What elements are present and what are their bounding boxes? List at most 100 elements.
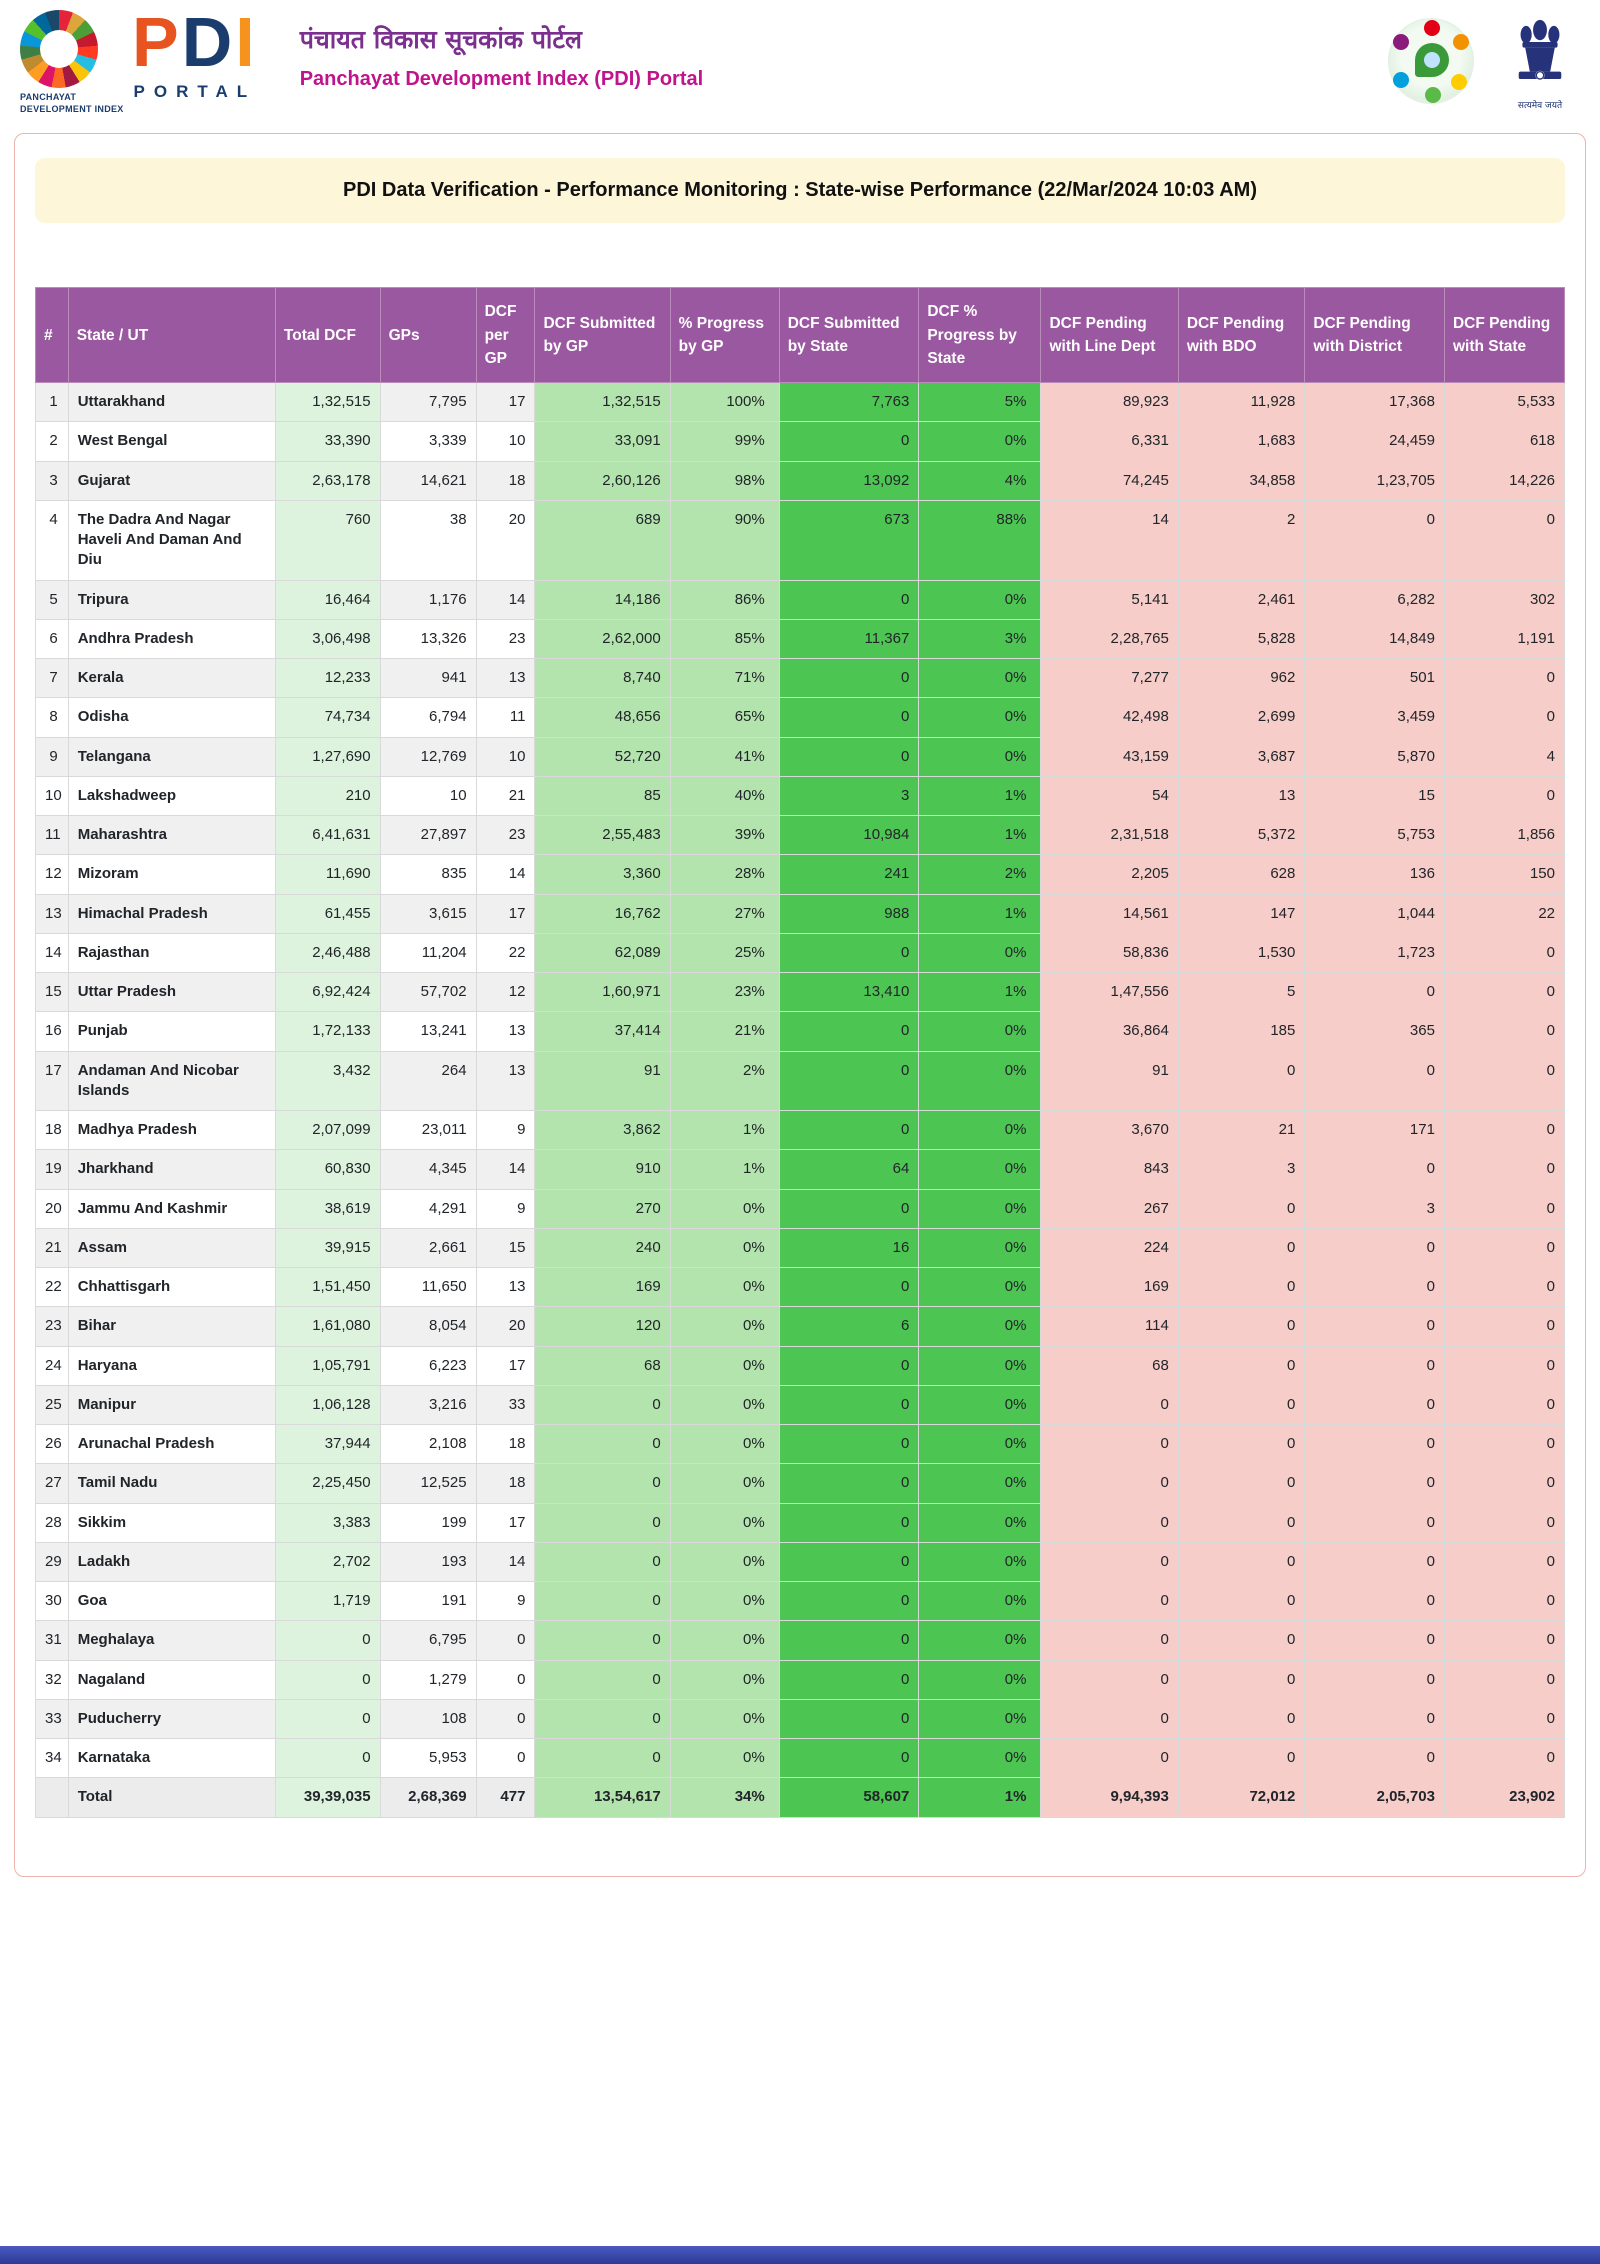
cell-dcf-pending-bdo: 2 <box>1177 499 1306 581</box>
cell-num: 29 <box>35 1541 69 1583</box>
cell-dcf-pending-state: 150 <box>1443 854 1566 895</box>
cell-total-dcf: 60,830 <box>274 1149 381 1190</box>
cell-state-ut: Tamil Nadu <box>67 1463 276 1504</box>
cell-dcf-pending-bdo: 0 <box>1177 1227 1306 1269</box>
cell-dcf-per-gp: 20 <box>475 499 536 581</box>
cell-state-ut: Chhattisgarh <box>67 1267 276 1308</box>
cell-dcf-submitted-by-gp: 14,186 <box>534 579 671 620</box>
report-title: PDI Data Verification - Performance Moni… <box>35 158 1565 224</box>
cell-num: 8 <box>35 697 69 738</box>
cell-dcf-progress-by-state: 0% <box>918 421 1042 462</box>
cell-state-ut: Haryana <box>67 1345 276 1386</box>
table-row: 30 Goa 1,719 191 9 0 0% 0 0% 0 0 0 0 <box>35 1581 1566 1622</box>
cell-total-dcf: 1,61,080 <box>274 1306 381 1347</box>
cell-dcf-progress-by-state: 0% <box>918 1424 1042 1465</box>
cell-dcf-progress-by-state: 0% <box>918 1267 1042 1308</box>
cell-total-dcf: 38,619 <box>274 1188 381 1229</box>
cell-dcf-pending-line-dept: 5,141 <box>1040 579 1179 620</box>
cell-gps: 264 <box>379 1050 477 1112</box>
cell-progress-by-gp: 28% <box>669 854 780 895</box>
cell-dcf-submitted-by-gp: 0 <box>534 1424 671 1465</box>
cell-progress-by-gp: 100% <box>669 382 780 423</box>
cell-dcf-pending-bdo: 0 <box>1177 1384 1306 1426</box>
cell-dcf-pending-line-dept: 6,331 <box>1040 421 1179 462</box>
cell-dcf-pending-district: 24,459 <box>1304 421 1445 462</box>
cell-state-ut: Mizoram <box>67 854 276 895</box>
cell-total-dcf: 0 <box>274 1659 381 1700</box>
cell-num: 4 <box>35 499 69 581</box>
cell-num: 27 <box>35 1463 69 1504</box>
cell-dcf-submitted-by-state: 0 <box>778 932 920 974</box>
cell-dcf-pending-district: 0 <box>1304 1738 1445 1779</box>
cell-total-dcf: 1,72,133 <box>274 1011 381 1052</box>
cell-dcf-progress-by-state: 1% <box>918 775 1042 817</box>
cell-dcf-pending-state: 0 <box>1443 1659 1566 1700</box>
cell-dcf-progress-by-state: 0% <box>918 1384 1042 1426</box>
cell-dcf-pending-state: 22 <box>1443 893 1566 934</box>
cell-dcf-submitted-by-state: 0 <box>778 1738 920 1779</box>
cell-dcf-pending-district: 0 <box>1304 1267 1445 1308</box>
cell-num: 3 <box>35 460 69 501</box>
cell-dcf-per-gp: 0 <box>475 1738 536 1779</box>
table-row: 9 Telangana 1,27,690 12,769 10 52,720 41% 0 0% 43… <box>35 736 1566 777</box>
table-row: 26 Arunachal Pradesh 37,944 2,108 18 0 0% 0 0% 0 0… <box>35 1424 1566 1465</box>
cell-dcf-submitted-by-gp: 0 <box>534 1698 671 1740</box>
cell-dcf-per-gp: 9 <box>475 1110 536 1151</box>
cell-total-dcf: 1,27,690 <box>274 736 381 777</box>
cell-progress-by-gp: 23% <box>669 972 780 1013</box>
cell-gps: 10 <box>379 775 477 817</box>
cell-dcf-pending-state: 0 <box>1443 972 1566 1013</box>
cell-dcf-submitted-by-gp: 2,55,483 <box>534 815 671 856</box>
cell-progress-by-gp: 0% <box>669 1620 780 1661</box>
cell-dcf-progress-by-state: 0% <box>918 658 1042 699</box>
table-row: 5 Tripura 16,464 1,176 14 14,186 86% 0 0% 5,141 2,… <box>35 579 1566 620</box>
cell-state-ut: Gujarat <box>67 460 276 501</box>
cell-state-ut: Tripura <box>67 579 276 620</box>
cell-dcf-pending-bdo: 0 <box>1177 1424 1306 1465</box>
table-row: 1 Uttarakhand 1,32,515 7,795 17 1,32,515 100% 7… <box>35 382 1566 423</box>
cell-num: 21 <box>35 1227 69 1269</box>
cell-dcf-per-gp: 0 <box>475 1659 536 1700</box>
cell-dcf-per-gp: 13 <box>475 1050 536 1112</box>
cell-dcf-pending-state: 0 <box>1443 932 1566 974</box>
cell-dcf-per-gp: 13 <box>475 1267 536 1308</box>
cell-gps: 3,216 <box>379 1384 477 1426</box>
cell-dcf-per-gp: 11 <box>475 697 536 738</box>
cell-dcf-submitted-by-gp: 0 <box>534 1581 671 1622</box>
cell-dcf-per-gp: 33 <box>475 1384 536 1426</box>
cell-dcf-submitted-by-gp: 0 <box>534 1463 671 1504</box>
cell-dcf-progress-by-state: 0% <box>918 579 1042 620</box>
cell-progress-by-gp: 0% <box>669 1227 780 1269</box>
pdi-logo-portal-text: PORTAL <box>133 81 257 101</box>
cell-dcf-pending-line-dept: 114 <box>1040 1306 1179 1347</box>
cell-dcf-progress-by-state: 0% <box>918 1502 1042 1543</box>
cell-gps: 12,769 <box>379 736 477 777</box>
cell-state-ut: Sikkim <box>67 1502 276 1543</box>
cell-gps: 7,795 <box>379 382 477 423</box>
cell-dcf-pending-state: 618 <box>1443 421 1566 462</box>
government-logos: सत्यमेव जयते <box>1388 10 1576 111</box>
cell-dcf-submitted-by-state: 0 <box>778 1698 920 1740</box>
cell-dcf-submitted-by-state: 0 <box>778 1011 920 1052</box>
cell-dcf-pending-bdo: 0 <box>1177 1620 1306 1661</box>
cell-dcf-pending-line-dept: 36,864 <box>1040 1011 1179 1052</box>
cell-total-dcf: 1,32,515 <box>274 382 381 423</box>
cell-dcf-pending-district: 6,282 <box>1304 579 1445 620</box>
cell-gps: 11,650 <box>379 1267 477 1308</box>
cell-state-ut: Madhya Pradesh <box>67 1110 276 1151</box>
cell-dcf-submitted-by-state: 988 <box>778 893 920 934</box>
cell-state-ut: Uttarakhand <box>67 382 276 423</box>
cell-total-dcf: 74,734 <box>274 697 381 738</box>
cell-progress-by-gp: 40% <box>669 775 780 817</box>
cell-dcf-submitted-by-state: 0 <box>778 1424 920 1465</box>
cell-dcf-pending-line-dept: 1,47,556 <box>1040 972 1179 1013</box>
cell-progress-by-gp: 0% <box>669 1345 780 1386</box>
cell-gps: 8,054 <box>379 1306 477 1347</box>
cell-dcf-progress-by-state: 0% <box>918 1149 1042 1190</box>
table-row: 4 The Dadra And Nagar Haveli And Daman An… <box>35 499 1566 581</box>
cell-dcf-pending-line-dept: 0 <box>1040 1541 1179 1583</box>
cell-dcf-pending-state: 0 <box>1443 1188 1566 1229</box>
cell-dcf-pending-district: 3,459 <box>1304 697 1445 738</box>
cell-state-ut: Nagaland <box>67 1659 276 1700</box>
cell-progress-by-gp: 0% <box>669 1384 780 1426</box>
